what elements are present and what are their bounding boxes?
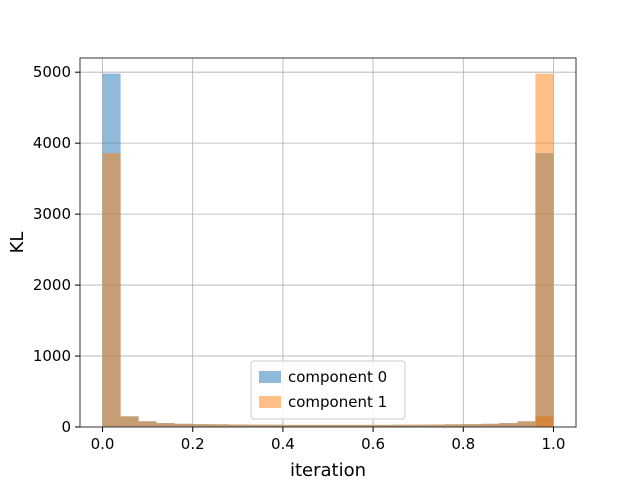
histogram-bar (174, 423, 193, 427)
histogram-bar (445, 424, 464, 427)
y-tick-label: 2000 (33, 276, 71, 294)
histogram-bar (427, 424, 446, 427)
histogram-bar (481, 423, 500, 427)
x-axis-label: iteration (290, 460, 366, 480)
histogram-bar (499, 423, 518, 427)
histogram-bar (337, 424, 356, 427)
histogram-bar (355, 424, 374, 427)
histogram-bar (517, 421, 536, 427)
histogram-bar (120, 416, 139, 427)
series-1 (102, 73, 554, 428)
histogram-bar (228, 424, 247, 427)
y-tick-label: 3000 (33, 205, 71, 223)
x-tick-label: 1.0 (542, 435, 566, 453)
x-tick-label: 0.2 (181, 435, 205, 453)
legend-swatch (259, 396, 281, 408)
x-tick-label: 0.6 (361, 435, 385, 453)
histogram-bar (210, 424, 229, 427)
histogram-bar (463, 424, 482, 427)
histogram-bar (102, 153, 121, 428)
histogram-bar (391, 424, 410, 427)
y-tick-label: 1000 (33, 347, 71, 365)
histogram-bar (192, 424, 211, 427)
legend-swatch (259, 371, 281, 383)
bars (102, 73, 554, 428)
histogram-bar (246, 424, 265, 427)
plot-frame (79, 57, 577, 428)
x-tick-label: 0.4 (271, 435, 295, 453)
histogram-bar (373, 424, 392, 427)
x-tick-label: 0.8 (451, 435, 475, 453)
histogram-bar (300, 424, 319, 427)
legend: component 0 component 1 (250, 360, 406, 420)
y-tick-label: 0 (61, 418, 71, 436)
histogram-bar (138, 421, 157, 427)
histogram-bar (282, 424, 301, 427)
x-tick-label: 0.0 (91, 435, 115, 453)
x-axis-ticks: 0.0 0.2 0.4 0.6 0.8 1.0 (91, 427, 566, 453)
y-axis-label: KL (7, 232, 28, 254)
legend-box (250, 360, 406, 420)
histogram-bar (535, 73, 554, 427)
histogram-bar (409, 424, 428, 427)
histogram-bar (318, 424, 338, 427)
y-tick-label: 5000 (33, 63, 71, 81)
legend-label: component 0 (288, 368, 387, 386)
y-tick-label: 4000 (33, 134, 71, 152)
y-axis-ticks: 0 1000 2000 3000 4000 5000 (33, 63, 80, 436)
histogram-bar (264, 424, 283, 427)
legend-label: component 1 (288, 393, 387, 411)
histogram-bar (156, 423, 175, 427)
